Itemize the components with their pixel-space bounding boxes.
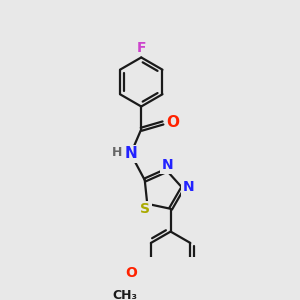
Text: F: F <box>136 40 146 55</box>
Text: H: H <box>112 146 123 158</box>
Text: S: S <box>140 202 151 216</box>
Text: N: N <box>161 158 173 172</box>
Text: O: O <box>126 266 138 280</box>
Text: N: N <box>124 146 137 161</box>
Text: N: N <box>182 180 194 194</box>
Text: O: O <box>166 116 179 130</box>
Text: CH₃: CH₃ <box>112 290 137 300</box>
